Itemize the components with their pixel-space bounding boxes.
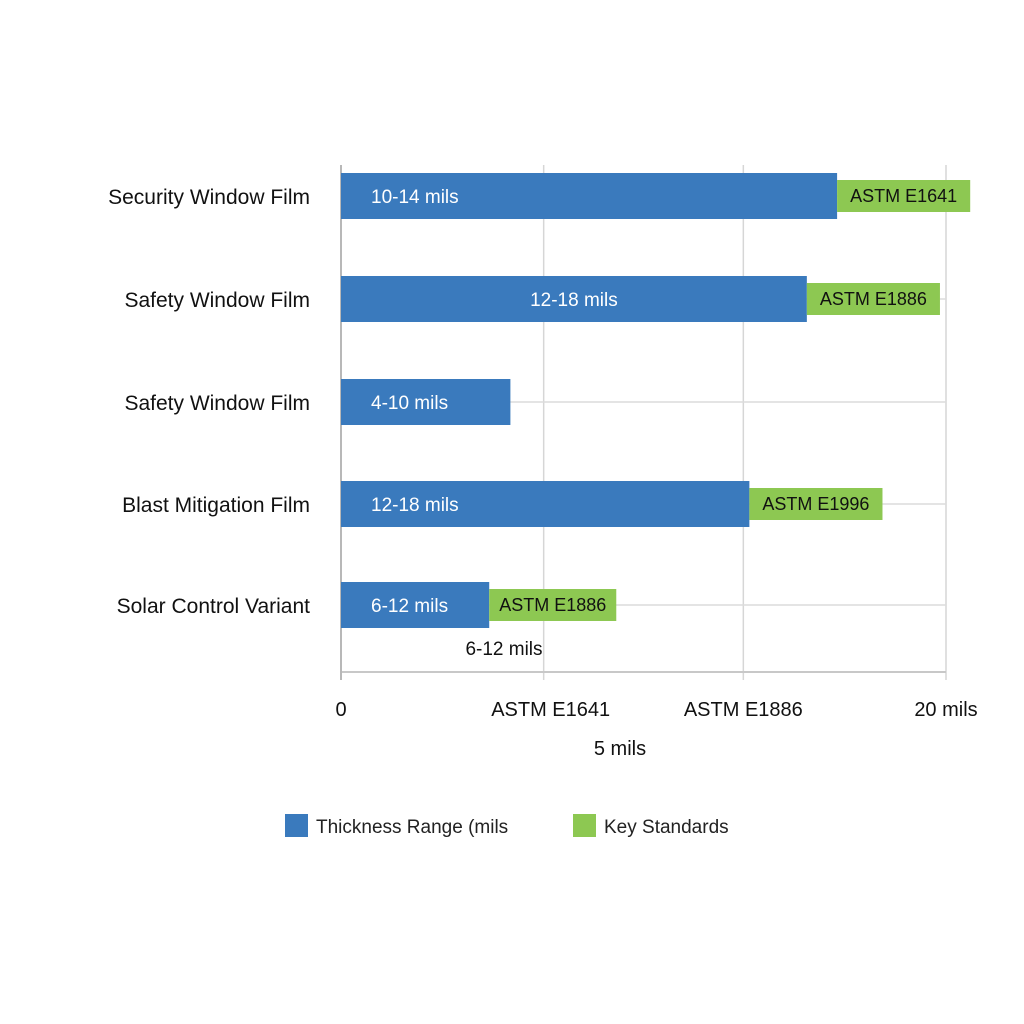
category-label: Safety Window Film xyxy=(124,392,310,415)
bar-label: 6-12 mils xyxy=(371,596,448,617)
bar-thickness xyxy=(341,481,750,527)
bar-label: 10-14 mils xyxy=(371,187,459,208)
bar-thickness xyxy=(341,276,807,322)
bar-thickness xyxy=(341,379,511,425)
standard-label: ASTM E1886 xyxy=(820,289,927,309)
standard-label: ASTM E1641 xyxy=(850,186,957,206)
category-label: Solar Control Variant xyxy=(117,595,311,618)
legend-label: Thickness Range (mils xyxy=(316,817,508,838)
bar-key-standard xyxy=(489,589,617,621)
annotation: 6-12 mils xyxy=(465,639,542,660)
legend-swatch-standards xyxy=(573,814,596,837)
legend: Thickness Range (mils Key Standards xyxy=(285,814,729,838)
bar-key-standard xyxy=(806,283,940,315)
bar-thickness xyxy=(341,173,838,219)
x-axis-title: 5 mils xyxy=(594,738,646,760)
bar-key-standard xyxy=(837,180,971,212)
x-tick-label: ASTM E1886 xyxy=(684,699,803,721)
bar-thickness xyxy=(341,582,490,628)
bar-label: 12-18 mils xyxy=(530,290,618,311)
standard-label: ASTM E1996 xyxy=(762,494,869,514)
category-label: Blast Mitigation Film xyxy=(122,494,310,517)
x-axis: 0 ASTM E1641 ASTM E1886 20 mils xyxy=(335,699,977,721)
bar-label: 12-18 mils xyxy=(371,495,459,516)
legend-label: Key Standards xyxy=(604,817,729,838)
category-labels: Security Window Film Safety Window Film Sa… xyxy=(108,186,310,618)
bar-key-standard xyxy=(749,488,883,520)
x-tick-label: 20 mils xyxy=(914,699,977,721)
category-label: Security Window Film xyxy=(108,186,310,209)
legend-swatch-thickness xyxy=(285,814,308,837)
bar-label: 4-10 mils xyxy=(371,393,448,414)
category-label: Safety Window Film xyxy=(124,289,310,312)
x-tick-label: ASTM E1641 xyxy=(491,699,610,721)
standard-label: ASTM E1886 xyxy=(499,595,606,615)
x-tick-label: 0 xyxy=(335,699,346,721)
bars: 10-14 mils ASTM E1641 12-18 mils ASTM E1886… xyxy=(341,173,971,628)
